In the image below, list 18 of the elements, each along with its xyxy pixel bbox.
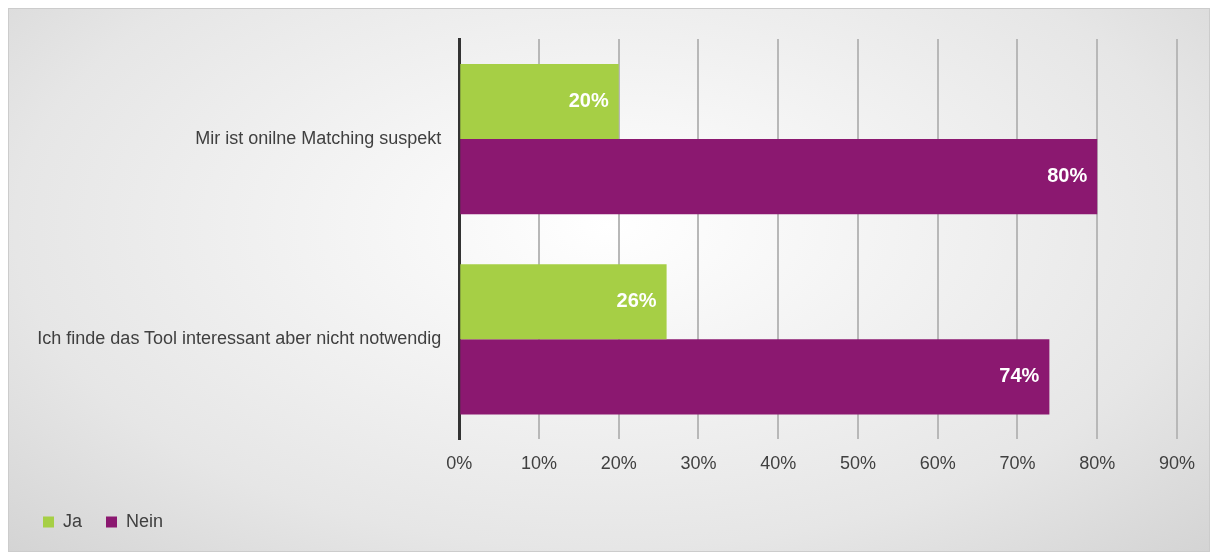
- x-tick-label: 40%: [760, 453, 797, 474]
- data-label: 80%: [1047, 164, 1088, 187]
- x-tick-label: 60%: [919, 453, 956, 474]
- x-tick-label: 90%: [1158, 453, 1195, 474]
- x-tick-label: 70%: [999, 453, 1036, 474]
- x-tick-label: 80%: [1079, 453, 1116, 474]
- x-tick-label: 30%: [680, 453, 717, 474]
- y-tick-label: Mir ist onilne Matching suspekt: [195, 128, 442, 149]
- data-label: 26%: [616, 289, 657, 312]
- x-tick-label: 50%: [839, 453, 877, 474]
- x-tick-label: 10%: [520, 453, 558, 474]
- x-tick-label: 20%: [600, 453, 637, 474]
- legend-label: Ja: [63, 510, 83, 531]
- legend-label: Nein: [126, 510, 164, 531]
- data-label: 20%: [568, 89, 609, 112]
- x-tick-label: 0%: [446, 453, 473, 474]
- y-tick-label: Ich finde das Tool interessant aber nicht notwendig: [37, 328, 442, 349]
- data-label: 74%: [999, 364, 1040, 387]
